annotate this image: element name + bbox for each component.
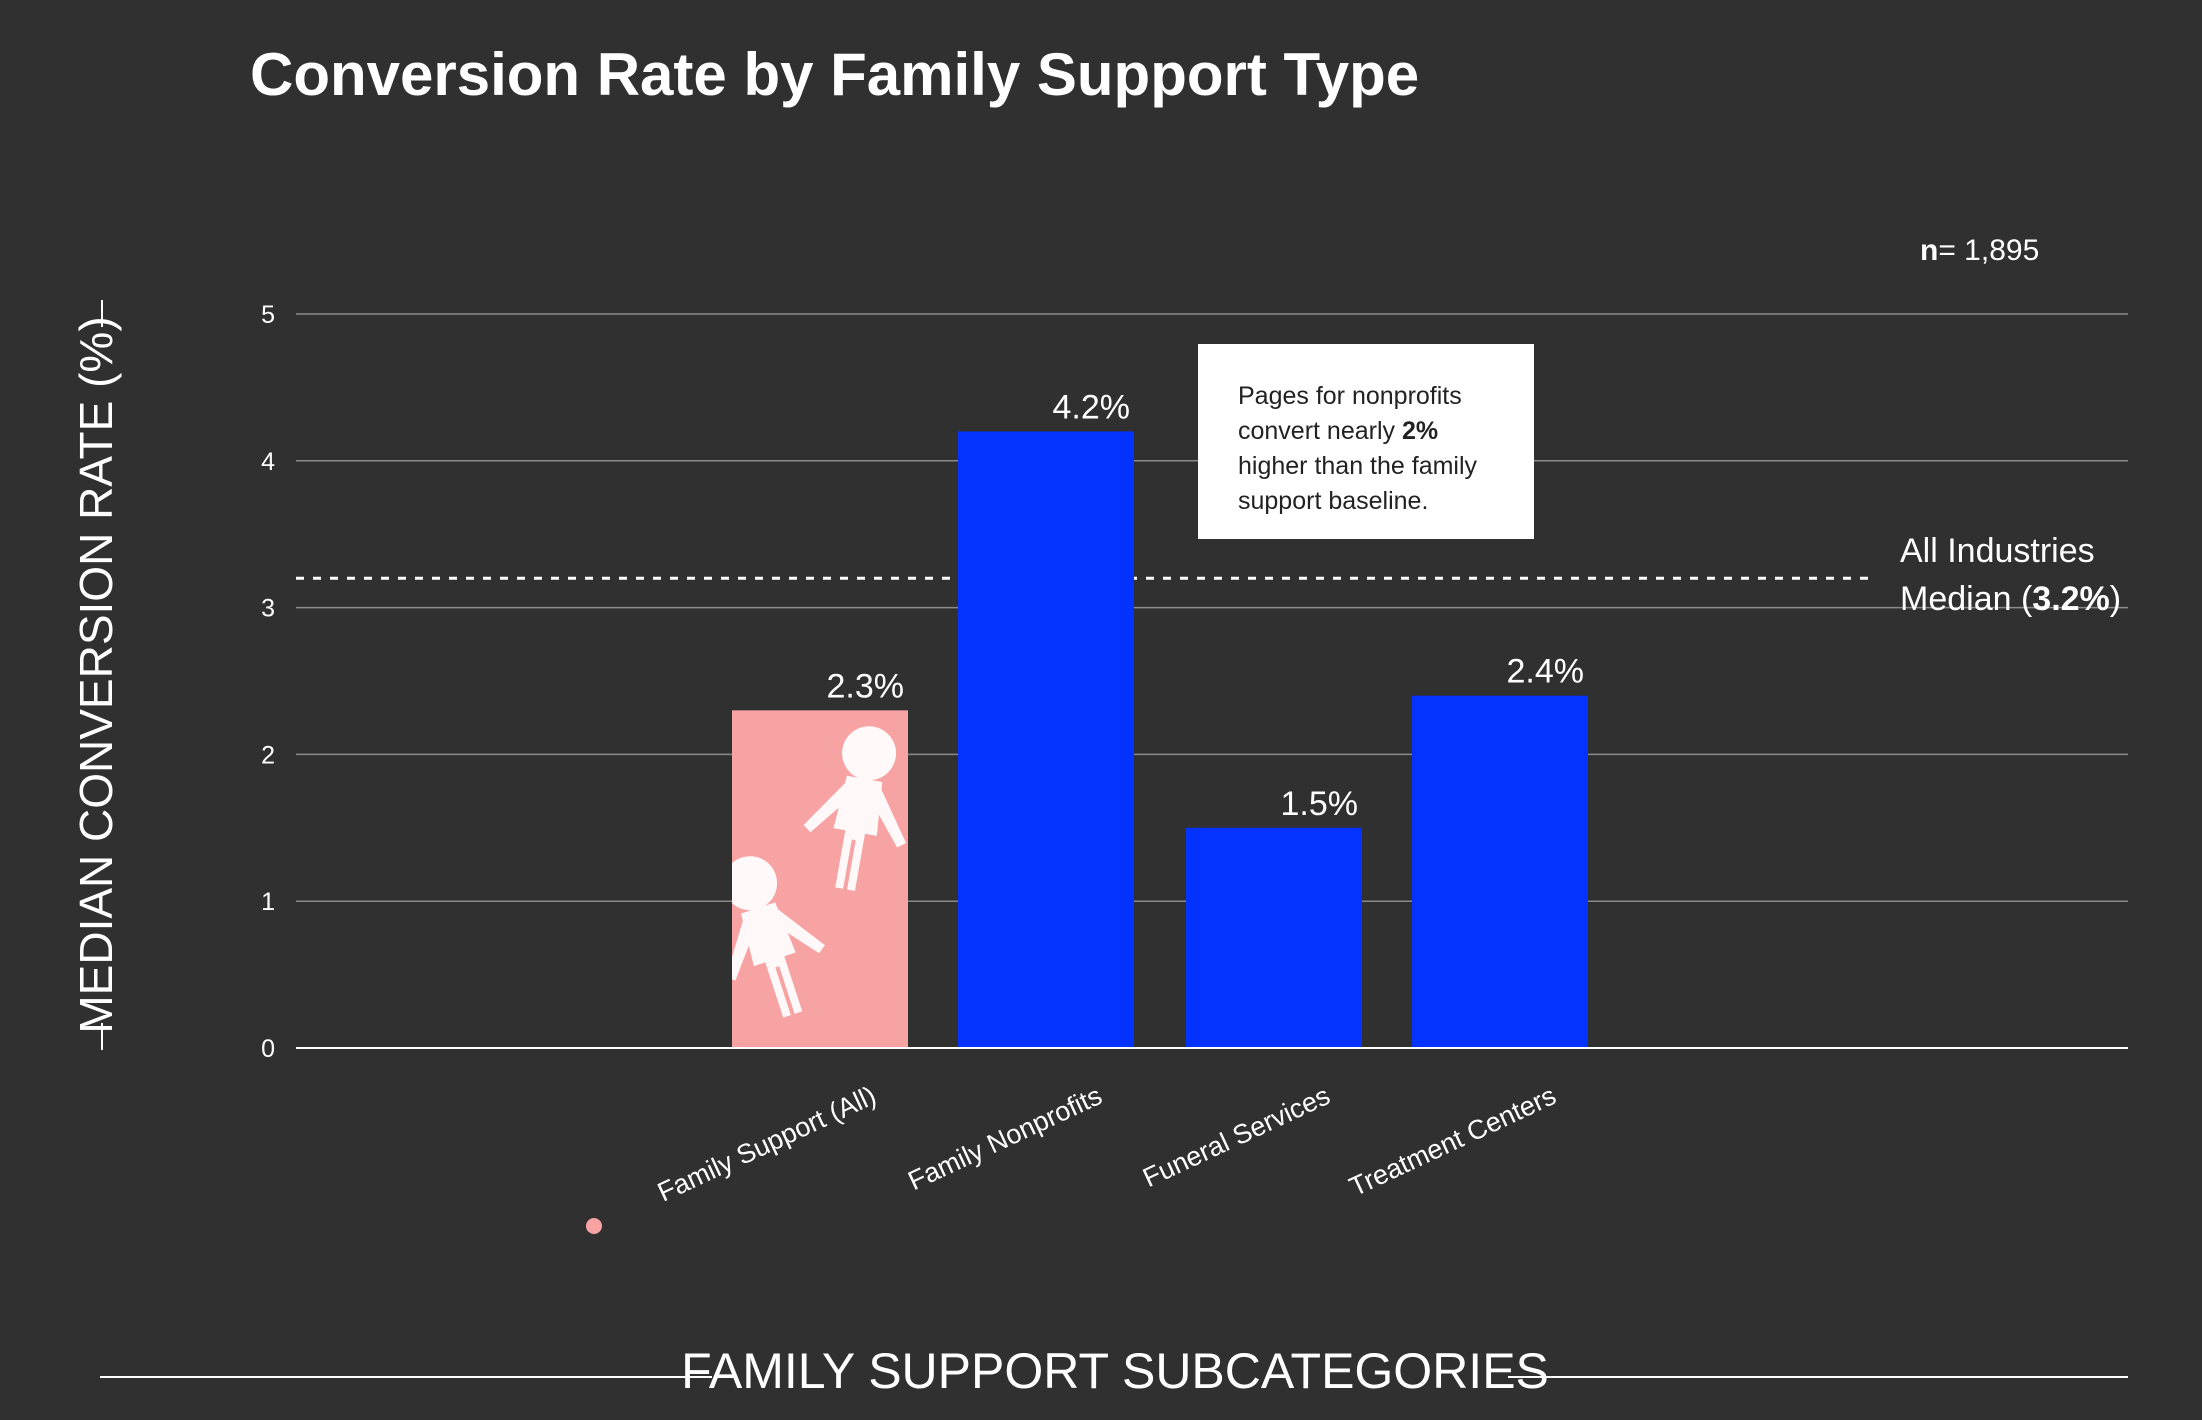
x-tick-label: Treatment Centers: [1345, 1080, 1561, 1202]
bar-data-label: 1.5%: [1281, 785, 1359, 823]
annotation-box: Pages for nonprofits convert nearly 2% h…: [1198, 344, 1534, 539]
bar: [1412, 695, 1588, 1048]
median-label-line1: All Industries: [1900, 532, 2095, 570]
annotation-line2: convert nearly 2%: [1238, 417, 1438, 445]
annotation-background: [1198, 344, 1534, 539]
y-tick-labels: 0 1 2 3 4 5: [261, 301, 275, 1063]
annotation-line2-prefix: convert nearly: [1238, 417, 1402, 445]
bar: [1186, 827, 1362, 1048]
family-figures-decoration: [732, 726, 907, 1018]
sample-size-label: n: [1920, 234, 1938, 267]
x-tick-label: Family Support (All): [653, 1080, 881, 1207]
y-tick-label: 5: [261, 301, 275, 329]
annotation-line1: Pages for nonprofits: [1238, 382, 1462, 410]
x-tick-label: Funeral Services: [1138, 1080, 1334, 1193]
chart-title: Conversion Rate by Family Support Type: [250, 41, 1419, 108]
sample-size: n= 1,895: [1920, 234, 2039, 267]
annotation-line4: support baseline.: [1238, 487, 1428, 515]
median-label-line2: Median (3.2%): [1900, 580, 2121, 618]
y-tick-label: 3: [261, 595, 275, 623]
y-tick-label: 2: [261, 741, 275, 769]
sample-size-value: = 1,895: [1938, 234, 2039, 267]
bar-data-label: 4.2%: [1053, 388, 1131, 426]
y-axis-label-group: MEDIAN CONVERSION RATE (%): [70, 300, 122, 1050]
annotation-line2-bold: 2%: [1402, 417, 1438, 445]
x-axis-title: FAMILY SUPPORT SUBCATEGORIES: [681, 1343, 1549, 1399]
bar-data-label: 2.3%: [827, 667, 905, 705]
y-tick-label: 1: [261, 888, 275, 916]
y-axis-label: MEDIAN CONVERSION RATE (%): [70, 316, 122, 1033]
median-label-value: 3.2%: [2032, 580, 2110, 618]
annotation-line3: higher than the family: [1238, 452, 1478, 480]
highlight-marker-dot: [586, 1218, 602, 1234]
median-label-prefix: Median (: [1900, 580, 2033, 618]
y-tick-label: 4: [261, 448, 275, 476]
bar: [958, 431, 1134, 1048]
x-tick-label: Family Nonprofits: [903, 1080, 1106, 1196]
y-tick-label: 0: [261, 1035, 275, 1063]
bar-data-label: 2.4%: [1507, 653, 1585, 691]
bars: 2.3% 4.2% 1.5% 2.4%: [732, 388, 1588, 1048]
x-tick-labels: Family Support (All) Family Nonprofits Fun…: [653, 1080, 1561, 1207]
median-label-suffix: ): [2110, 580, 2121, 618]
